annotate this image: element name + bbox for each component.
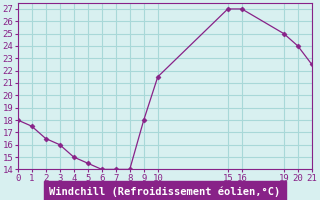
X-axis label: Windchill (Refroidissement éolien,°C): Windchill (Refroidissement éolien,°C) — [49, 187, 280, 197]
